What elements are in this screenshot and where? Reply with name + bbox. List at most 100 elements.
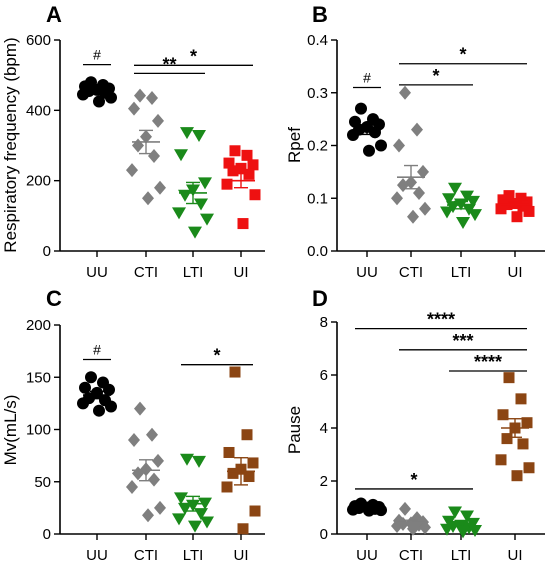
data-point-ui xyxy=(511,211,523,223)
data-point-lti xyxy=(200,516,214,529)
panel-a: A Respiratory frequency (bpm) 0 200 400 600 UU… xyxy=(1,2,265,281)
x-tick-label: UU xyxy=(356,547,378,564)
y-axis-label: Rpef xyxy=(285,127,304,163)
data-point-uu xyxy=(363,144,375,157)
y-tick-label: 200 xyxy=(26,173,51,190)
panel-letter: D xyxy=(312,286,328,311)
data-point-ui xyxy=(503,372,515,384)
x-tick-label: UU xyxy=(86,264,108,281)
data-point-lti xyxy=(448,182,462,195)
data-point-lti xyxy=(442,193,456,206)
panel-letter: C xyxy=(46,286,62,311)
y-tick-label: 0 xyxy=(43,243,51,260)
x-tick-label: UI xyxy=(508,264,523,281)
data-point-ui xyxy=(497,409,509,421)
data-point-cti xyxy=(154,500,166,515)
data-point-lti xyxy=(180,127,194,140)
data-point-cti xyxy=(128,101,140,116)
data-point-lti xyxy=(440,206,454,219)
data-point-cti xyxy=(142,191,154,206)
x-tick-label: UU xyxy=(356,264,378,281)
data-point-lti xyxy=(440,523,454,536)
data-point-cti xyxy=(142,508,154,523)
data-point-ui xyxy=(521,417,533,429)
data-point-cti xyxy=(152,113,164,128)
y-tick-label: 0.3 xyxy=(307,85,328,102)
data-point-lti xyxy=(174,492,188,505)
data-point-ui xyxy=(227,467,239,479)
data-point-ui xyxy=(241,149,253,161)
data-point-cti xyxy=(126,479,138,494)
data-point-lti xyxy=(468,525,482,538)
x-tick-label: CTI xyxy=(134,264,158,281)
data-point-cti xyxy=(152,453,164,468)
data-point-cti xyxy=(148,149,160,164)
data-point-uu xyxy=(355,102,367,115)
data-point-cti xyxy=(419,201,431,216)
panel-letter: B xyxy=(312,2,328,27)
y-axis-label: Mv(mL/s) xyxy=(1,395,20,466)
data-point-uu xyxy=(105,91,117,104)
y-tick-label: 100 xyxy=(26,422,51,439)
data-point-lti xyxy=(468,209,482,222)
x-tick-label: LTI xyxy=(451,264,472,281)
data-point-ui xyxy=(503,190,515,202)
data-point-ui xyxy=(235,162,247,174)
data-point-ui xyxy=(221,178,233,190)
x-tick-label: CTI xyxy=(134,547,158,564)
y-axis-label: Pause xyxy=(285,406,304,454)
data-point-ui xyxy=(501,433,513,445)
data-point-ui xyxy=(237,523,249,535)
data-point-ui xyxy=(229,366,241,378)
data-point-cti xyxy=(154,180,166,195)
data-point-ui xyxy=(243,168,255,180)
data-point-cti xyxy=(134,401,146,416)
data-point-lti xyxy=(192,129,206,142)
data-point-uu xyxy=(375,504,387,517)
data-point-cti xyxy=(148,472,160,487)
data-point-cti xyxy=(126,163,138,178)
data-point-lti xyxy=(172,513,186,526)
data-point-uu xyxy=(93,95,105,108)
data-point-lti xyxy=(466,195,480,208)
data-point-ui xyxy=(227,165,239,177)
data-point-cti xyxy=(411,122,423,137)
data-point-cti xyxy=(419,520,431,535)
data-point-cti xyxy=(391,191,403,206)
data-point-uu xyxy=(105,400,117,413)
y-tick-label: 200 xyxy=(26,317,51,334)
data-point-cti xyxy=(399,85,411,100)
significance-hash: # xyxy=(363,69,371,85)
x-tick-label: UI xyxy=(508,547,523,564)
y-tick-label: 0.4 xyxy=(307,32,328,49)
significance-hash: # xyxy=(93,47,101,63)
data-point-uu xyxy=(85,371,97,384)
data-point-lti xyxy=(198,177,212,190)
data-point-cti xyxy=(417,164,429,179)
y-tick-label: 0 xyxy=(43,526,51,543)
data-point-ui xyxy=(495,203,507,215)
y-tick-label: 600 xyxy=(26,32,51,49)
significance-stars: ** xyxy=(162,54,176,74)
data-point-ui xyxy=(523,462,535,474)
data-point-uu xyxy=(347,503,359,516)
data-point-lti xyxy=(460,510,474,523)
data-point-ui xyxy=(517,200,529,212)
data-point-ui xyxy=(229,145,241,157)
data-point-ui xyxy=(247,457,259,469)
data-point-lti xyxy=(180,453,194,466)
data-point-ui xyxy=(515,192,527,204)
data-point-ui xyxy=(517,438,529,450)
significance-stars: * xyxy=(459,45,466,65)
data-point-uu xyxy=(347,128,359,141)
x-tick-label: UI xyxy=(234,264,249,281)
data-point-ui xyxy=(249,189,261,201)
y-tick-label: 400 xyxy=(26,102,51,119)
significance-stars: * xyxy=(190,46,197,66)
x-tick-label: LTI xyxy=(183,547,204,564)
data-point-uu xyxy=(375,139,387,152)
data-point-ui xyxy=(515,393,527,405)
data-point-ui xyxy=(237,218,249,230)
